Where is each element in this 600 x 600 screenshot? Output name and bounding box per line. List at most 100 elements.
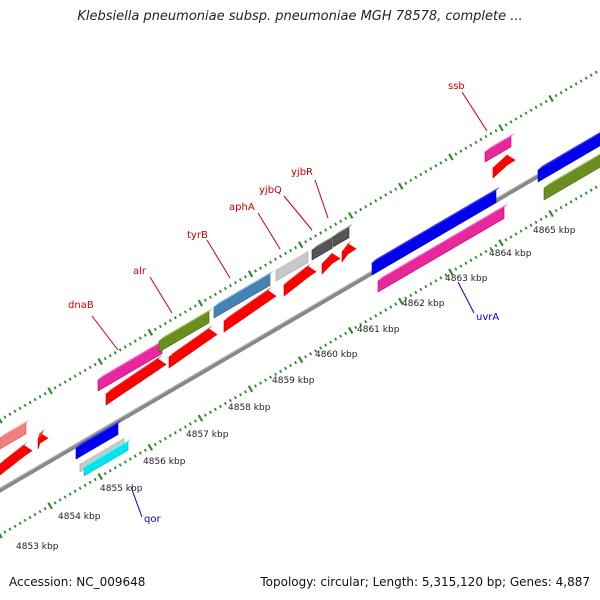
lower-tick [414, 290, 418, 295]
upper-tick [13, 409, 17, 413]
lower-tick [208, 410, 212, 414]
lower-tick [279, 369, 283, 374]
upper-tick [158, 324, 162, 329]
lower-tick [579, 194, 583, 198]
gene-right-blue [537, 132, 600, 183]
lower-tick [228, 398, 232, 403]
lower-tick [0, 532, 3, 539]
gene-right-olive-top [544, 153, 600, 188]
lower-tick [394, 302, 398, 306]
upper-tick [228, 283, 232, 288]
tick-marks [0, 70, 598, 539]
upper-tick [559, 91, 563, 95]
scale-label-4862-kbp: 4862 kbp [402, 299, 445, 309]
lower-tick [524, 226, 528, 230]
upper-tick [444, 158, 448, 162]
gene-ssb [484, 132, 515, 163]
upper-tick [479, 137, 483, 142]
cds-dnaB [105, 354, 167, 406]
scale-label-4865-kbp: 4865 kbp [533, 226, 576, 236]
lower-tick [409, 293, 413, 298]
lower-tick [434, 279, 438, 283]
upper-tick [118, 348, 122, 352]
gene-yjbR [332, 223, 353, 248]
gene-label-uvrA: uvrA [476, 312, 499, 323]
upper-tick [78, 371, 82, 375]
cds-left-1-face [0, 444, 33, 476]
upper-tick [369, 202, 373, 206]
upper-tick [284, 251, 288, 256]
gene-label-yjbQ: yjbQ [259, 185, 282, 196]
lower-tick [539, 217, 543, 222]
upper-tick [534, 105, 538, 109]
leader-aphA [257, 212, 281, 250]
upper-tick [133, 339, 137, 343]
upper-tick [548, 94, 554, 103]
cds-tyrB [223, 286, 277, 333]
upper-tick [419, 172, 423, 177]
lower-tick [128, 457, 132, 461]
lower-tick [464, 261, 468, 265]
upper-tick [359, 207, 363, 212]
upper-tick [439, 161, 443, 165]
lower-tick [439, 276, 443, 280]
scale-labels: 4853 kbp 4854 kbp 4855 kbp 4856 kbp 4857 kbp… [16, 226, 576, 552]
gene-uvrA-blue-top [372, 186, 500, 263]
upper-tick [279, 254, 283, 259]
lower-tick [354, 325, 358, 330]
cds-ssb-face [492, 154, 516, 179]
lower-tick [509, 235, 513, 239]
upper-tick [539, 102, 543, 107]
backbone-highlight [0, 137, 600, 489]
gene-alr-top [159, 307, 213, 341]
lower-tick [534, 220, 538, 224]
gene-qor-gray-top [80, 434, 128, 464]
lower-tick [173, 431, 177, 435]
gene-ssb-top [485, 132, 515, 152]
gene-aphA [275, 247, 312, 282]
lower-tick [18, 521, 22, 525]
lower-tick [233, 395, 237, 400]
cds-left-1 [0, 441, 33, 476]
upper-tick [168, 318, 172, 323]
lower-tick [123, 460, 127, 464]
lower-tick [244, 390, 247, 394]
scale-label-4855-kbp: 4855 kbp [100, 484, 143, 494]
lower-tick [188, 422, 192, 426]
lower-tick [63, 495, 67, 499]
lower-tick [264, 378, 268, 382]
gene-left-salmon [0, 418, 30, 450]
leader-tyrB [206, 239, 231, 279]
upper-tick [213, 292, 217, 296]
upper-tick [18, 406, 22, 410]
upper-tick [233, 280, 237, 285]
lower-tick [589, 188, 593, 192]
cds-yjbQ [321, 249, 341, 275]
upper-tick [384, 193, 388, 197]
cds-left-2 [37, 429, 49, 450]
gene-qor-blue [75, 419, 122, 460]
lower-tick [143, 448, 147, 452]
upper-tick [454, 152, 458, 156]
gene-right-blue-face [537, 133, 600, 183]
upper-tick [314, 234, 318, 238]
gene-uvrA [377, 203, 508, 293]
upper-tick [394, 187, 398, 191]
upper-tick [223, 286, 227, 291]
lower-tick [564, 203, 568, 207]
lower-tick [419, 287, 423, 292]
lower-tick [13, 524, 17, 528]
scale-label-4858-kbp: 4858 kbp [228, 403, 271, 413]
lower-tick [297, 356, 304, 364]
lower-tick [183, 425, 187, 429]
gene-qor-top [84, 438, 132, 468]
leader-yjbQ [283, 195, 313, 231]
upper-tick [23, 403, 27, 408]
lower-tick [28, 515, 32, 520]
upper-tick [38, 394, 42, 399]
lower-tick [153, 442, 157, 447]
lower-tick [329, 340, 333, 344]
lower-tick [514, 232, 518, 236]
